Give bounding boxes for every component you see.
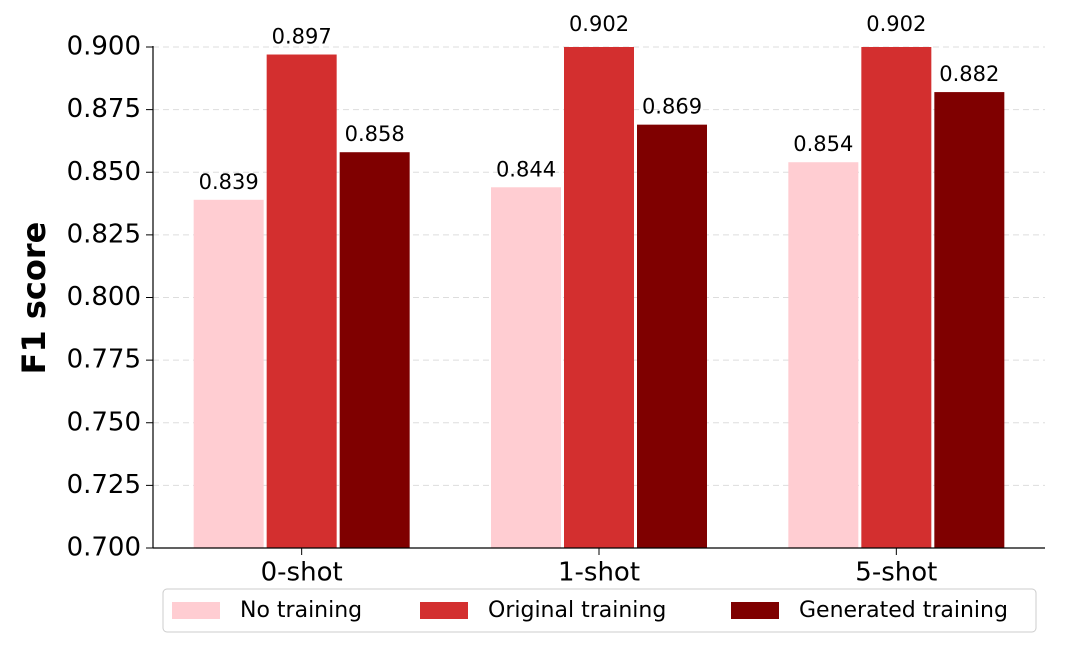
bar xyxy=(637,124,707,548)
value-label: 0.854 xyxy=(793,132,853,156)
bar xyxy=(861,47,932,548)
x-tick-label: 5-shot xyxy=(855,558,937,588)
bars xyxy=(193,47,1005,548)
bar xyxy=(934,92,1005,548)
legend-label: No training xyxy=(240,598,362,623)
value-label: 0.839 xyxy=(199,170,259,194)
bar xyxy=(266,54,337,548)
x-tick-label: 1-shot xyxy=(558,558,640,588)
bar xyxy=(339,152,410,548)
y-tick-label: 0.825 xyxy=(67,219,141,249)
value-label: 0.902 xyxy=(569,12,629,36)
y-tick-label: 0.800 xyxy=(67,282,141,312)
value-label: 0.844 xyxy=(496,157,556,181)
y-tick-label: 0.750 xyxy=(67,407,141,437)
y-tick-label: 0.900 xyxy=(67,32,141,62)
y-tick-label: 0.875 xyxy=(67,94,141,124)
legend-label: Generated training xyxy=(799,598,1008,623)
value-label: 0.897 xyxy=(272,25,332,49)
x-tick-label: 0-shot xyxy=(261,558,343,588)
legend-box xyxy=(162,588,1037,633)
bar xyxy=(193,199,264,548)
value-label: 0.858 xyxy=(345,122,405,146)
bar xyxy=(788,162,859,548)
legend-swatch xyxy=(172,602,220,619)
y-axis-label: F1 score xyxy=(15,222,53,375)
bar xyxy=(491,187,561,548)
y-tick-label: 0.700 xyxy=(67,533,141,563)
y-tick-label: 0.725 xyxy=(67,470,141,500)
legend-label: Original training xyxy=(488,598,666,623)
legend-swatch xyxy=(731,602,779,619)
value-label: 0.869 xyxy=(642,95,702,119)
value-label: 0.902 xyxy=(866,12,926,36)
bar xyxy=(564,47,634,548)
legend-swatch xyxy=(420,602,468,619)
y-tick-label: 0.850 xyxy=(67,157,141,187)
value-label: 0.882 xyxy=(939,62,999,86)
y-tick-label: 0.775 xyxy=(67,345,141,375)
